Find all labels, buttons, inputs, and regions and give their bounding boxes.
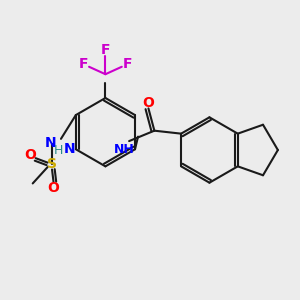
Text: F: F [123,57,133,71]
Text: F: F [101,44,110,57]
Text: N: N [45,136,56,150]
Text: F: F [78,57,88,71]
Text: O: O [48,182,59,196]
Text: O: O [142,96,154,110]
Text: N: N [64,142,76,156]
Text: O: O [24,148,36,162]
Text: H: H [54,144,64,157]
Text: S: S [47,157,57,171]
Text: NH: NH [114,143,135,156]
